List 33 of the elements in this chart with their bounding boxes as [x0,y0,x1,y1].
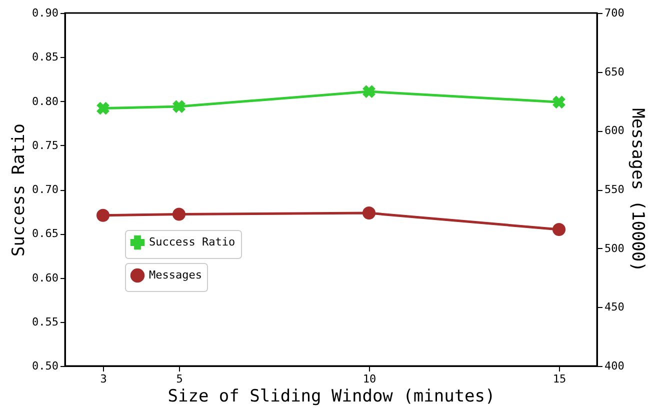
y2-tick-label: 700 [604,6,624,20]
y2-tick-label: 650 [604,65,624,78]
x-tick-label: 10 [362,372,376,386]
y2-tick-label: 450 [604,300,624,314]
y2-tick-label: 600 [604,124,624,138]
point [362,206,376,220]
y-tick-label: 0.50 [32,360,58,372]
y2-tick-label: 500 [604,242,624,255]
y-tick-label: 0.60 [32,271,58,284]
legend-label: Messages [149,268,202,282]
point [172,208,186,221]
y-tick-label: 0.80 [32,94,58,108]
legend-label: Success Ratio [149,236,236,248]
y-tick-label: 0.85 [32,50,58,64]
point [552,223,566,236]
x-axis-title: Size of Sliding Window (minutes) [168,386,496,406]
y2-axis-title: Messages (10000) [627,108,648,272]
x-tick-label: 5 [176,372,183,386]
y2-tick-label: 400 [604,360,624,372]
point [96,208,110,222]
y2-tick-label: 550 [604,183,624,196]
point [552,96,566,109]
y-tick-label: 0.70 [32,183,58,196]
point [172,100,186,113]
point [362,85,376,98]
x-tick-label: 3 [100,372,107,386]
y-axis-title: Success Ratio [9,123,30,257]
point [96,102,110,115]
y-tick-label: 0.75 [32,138,58,152]
y-tick-label: 0.90 [32,6,58,20]
y-tick-label: 0.65 [32,227,58,240]
y-tick-label: 0.55 [32,315,58,328]
x-tick-label: 15 [552,372,566,386]
